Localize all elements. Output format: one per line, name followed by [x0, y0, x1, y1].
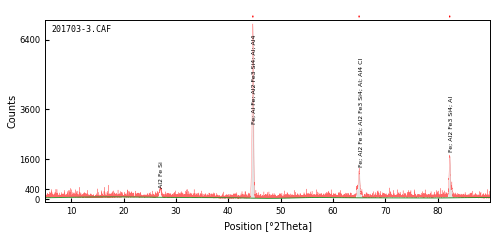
X-axis label: Position [°2Theta]: Position [°2Theta]: [224, 221, 312, 231]
Text: Al2 Fe Si: Al2 Fe Si: [160, 161, 164, 188]
Text: Fe; Al2 Fe Si; Al2 Fe3 Si4; Al; Al4 Cl: Fe; Al2 Fe Si; Al2 Fe3 Si4; Al; Al4 Cl: [358, 58, 364, 167]
Text: Fe; Al Fe; Al2 Fe3 Si4; Al; Al4: Fe; Al Fe; Al2 Fe3 Si4; Al; Al4: [252, 35, 257, 124]
Text: Fe; Al2 Fe3 Si4; Al: Fe; Al2 Fe3 Si4; Al: [449, 96, 454, 152]
Y-axis label: Counts: Counts: [8, 94, 18, 128]
Text: 201703-3.CAF: 201703-3.CAF: [52, 25, 112, 34]
